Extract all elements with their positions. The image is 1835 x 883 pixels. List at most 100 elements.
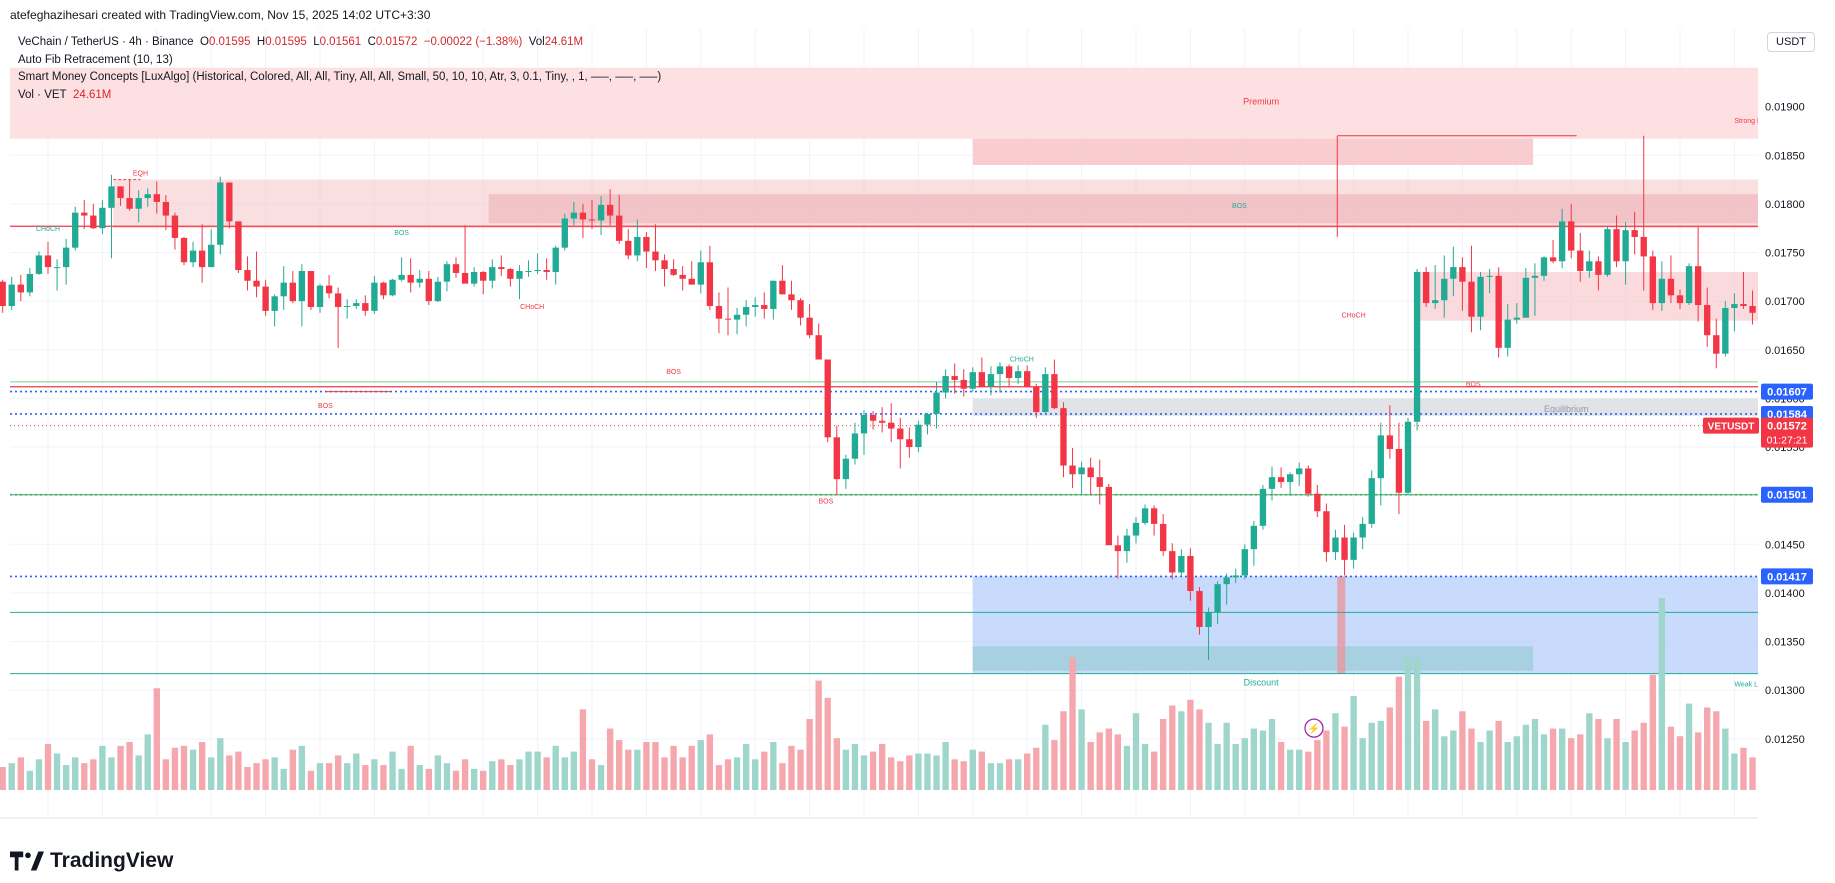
candle-body (724, 318, 732, 320)
candle-body (81, 212, 88, 216)
candle-body (480, 271, 487, 281)
indicator-smc[interactable]: Smart Money Concepts [LuxAlgo] (Historic… (18, 71, 662, 83)
volume-bar (1141, 743, 1149, 790)
volume-bar (162, 759, 170, 790)
volume-bar (153, 688, 160, 790)
candle-body (452, 264, 460, 273)
volume-bar (1205, 722, 1212, 790)
volume-bar (189, 749, 197, 790)
volume-bar (851, 743, 859, 790)
candle-body (1250, 525, 1258, 550)
volume-bar (724, 759, 732, 790)
candle-body (325, 285, 333, 294)
volume-bar (1468, 728, 1475, 790)
volume-bar (226, 755, 233, 790)
candle-body (1404, 421, 1412, 493)
candle-body (987, 374, 995, 387)
candle-body (162, 201, 170, 216)
candle-body (1568, 221, 1575, 251)
candle-body (1513, 317, 1520, 320)
high-label: H (256, 36, 266, 48)
candle-body (770, 280, 777, 309)
candle-body (1359, 523, 1366, 538)
candle-body (443, 264, 451, 282)
volume-bar (561, 757, 568, 790)
volume-bar (35, 759, 43, 790)
candle-body (652, 251, 659, 261)
candle-body (1187, 555, 1194, 591)
ohlc-row[interactable]: VeChain / TetherUS · 4h · Binance O0.015… (18, 34, 661, 52)
candle-body (1060, 408, 1067, 466)
candle-body (208, 244, 215, 268)
volume-bar (606, 728, 614, 790)
volume-bar (171, 747, 179, 790)
candle-body (135, 198, 142, 209)
symbol-tag-bg (1703, 417, 1759, 434)
volume-bar (1024, 753, 1031, 790)
volume-value: 24.61M (72, 88, 112, 101)
candle-body (1740, 304, 1747, 307)
candle-body (706, 262, 714, 307)
candle-body (1169, 551, 1176, 573)
candle-body (815, 335, 822, 360)
candle-body (198, 250, 206, 268)
candle-body (697, 262, 704, 285)
tradingview-logo-icon (10, 851, 44, 871)
y-tick-label: 0.01700 (1765, 296, 1805, 308)
volume-bar (543, 757, 550, 790)
candle-body (1286, 474, 1294, 483)
volume-bar (44, 743, 52, 790)
candle-body (915, 424, 922, 448)
price-chart[interactable]: Premium Discount Equilibrium Strong High Wea… (0, 28, 1835, 828)
candle-body (996, 366, 1004, 375)
volume-bar (1422, 720, 1430, 790)
candle-body (1676, 295, 1684, 304)
volume-bar (779, 763, 786, 790)
volume-bar (697, 740, 704, 790)
close-value: 0.01572 (375, 36, 418, 48)
volume-bar (661, 757, 668, 790)
candle-body (1486, 275, 1493, 277)
volume-bar (416, 765, 423, 790)
candle-body (788, 294, 795, 301)
volume-bar (588, 759, 596, 790)
volume-bar (325, 763, 333, 790)
currency-button[interactable]: USDT (1767, 32, 1815, 52)
candle-body (298, 271, 306, 302)
price-label-bg (1761, 568, 1813, 585)
candle-body (1450, 267, 1457, 279)
volume-bar (208, 757, 215, 790)
candle-body (1105, 486, 1112, 546)
volume-bar (752, 759, 759, 790)
candle-body (561, 218, 568, 248)
candle-body (1704, 305, 1711, 336)
volume-bar (1477, 742, 1484, 790)
indicator-volume[interactable]: Vol · VET 24.61M (18, 87, 661, 105)
volume-bar (733, 757, 741, 790)
volume-bar (1450, 730, 1457, 790)
candle-body (1196, 590, 1203, 627)
candle-body (888, 422, 895, 429)
candle-body (634, 236, 641, 256)
volume-bar (1087, 742, 1094, 790)
candle-body (960, 379, 967, 389)
volume-bar (507, 765, 514, 790)
volume-bar (1731, 753, 1738, 790)
candle-body (244, 270, 251, 281)
candle-body (334, 293, 342, 307)
volume-bar (489, 761, 496, 790)
volume-bar (398, 768, 405, 790)
candle-body (99, 207, 106, 229)
volume-bar (1150, 751, 1158, 790)
candle-body (579, 212, 587, 220)
open-label: O (199, 36, 209, 48)
volume-bar (1441, 736, 1448, 790)
candle-body (670, 269, 677, 275)
volume-bar (1350, 695, 1357, 790)
candle-body (1323, 511, 1330, 553)
price-label: 0.01607 (1767, 387, 1807, 399)
volume-bar (1586, 713, 1593, 790)
volume-bar (706, 734, 714, 790)
candle-body (289, 282, 296, 302)
indicator-fib[interactable]: Auto Fib Retracement (10, 13) (18, 53, 173, 66)
